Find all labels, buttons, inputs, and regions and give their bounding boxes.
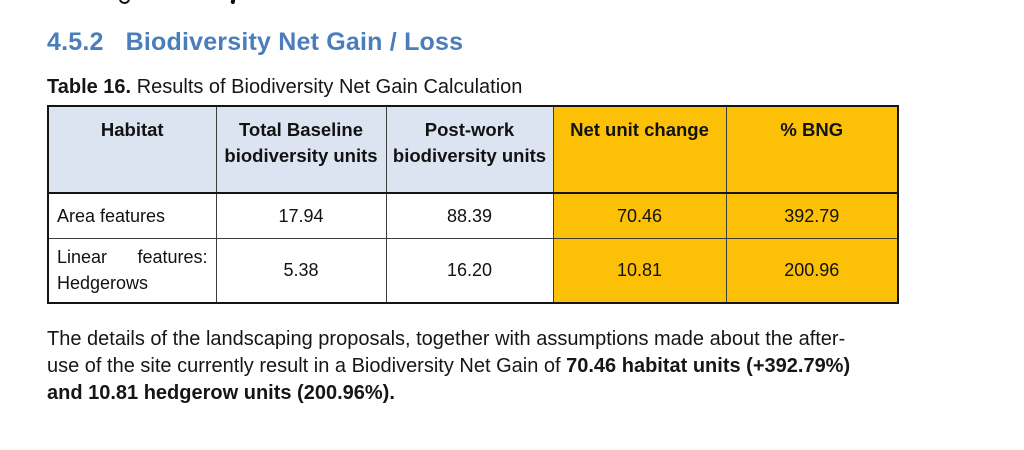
summary-paragraph: The details of the landscaping proposals… [47,326,957,407]
col-header-net-unit-change: Net unit change [552,105,727,194]
col-header-habitat: Habitat [47,105,217,194]
section-heading: 4.5.2 Biodiversity Net Gain / Loss [47,27,463,57]
comma-fragment [230,0,236,5]
paragraph-line: The details of the landscaping proposals… [47,328,846,350]
cell-postwork-units: 88.39 [385,192,554,239]
table-caption-label: Table 16. [47,76,132,98]
table-caption: Table 16. Results of Biodiversity Net Ga… [47,75,522,99]
cell-baseline-units: 5.38 [215,237,387,304]
cell-habitat: Area features [47,192,217,239]
paragraph-line: and 10.81 hedgerow units (200.96%). [47,382,395,404]
section-title: Biodiversity Net Gain / Loss [125,28,464,56]
g-descender-fragment [119,0,130,4]
paragraph-line: use of the site currently result in a Bi… [47,355,851,377]
table-row-linear-features: Linear features: Hedgerows 5.38 16.20 10… [47,237,899,304]
cell-habitat: Linear features: Hedgerows [47,237,217,304]
col-header-postwork-units: Post-work biodiversity units [385,105,554,194]
col-header-baseline-units: Total Baseline biodiversity units [215,105,387,194]
table-caption-text: Results of Biodiversity Net Gain Calcula… [136,76,523,98]
bng-results-table: Habitat Total Baseline biodiversity unit… [47,105,899,304]
section-number: 4.5.2 [47,28,104,56]
cell-pct-bng: 392.79 [725,192,899,239]
cell-postwork-units: 16.20 [385,237,554,304]
cell-pct-bng: 200.96 [725,237,899,304]
cell-baseline-units: 17.94 [215,192,387,239]
table-row-area-features: Area features 17.94 88.39 70.46 392.79 [47,192,899,239]
col-header-pct-bng: % BNG [725,105,899,194]
cell-net-unit-change: 10.81 [552,237,727,304]
cell-net-unit-change: 70.46 [552,192,727,239]
table-header-row: Habitat Total Baseline biodiversity unit… [47,105,899,194]
